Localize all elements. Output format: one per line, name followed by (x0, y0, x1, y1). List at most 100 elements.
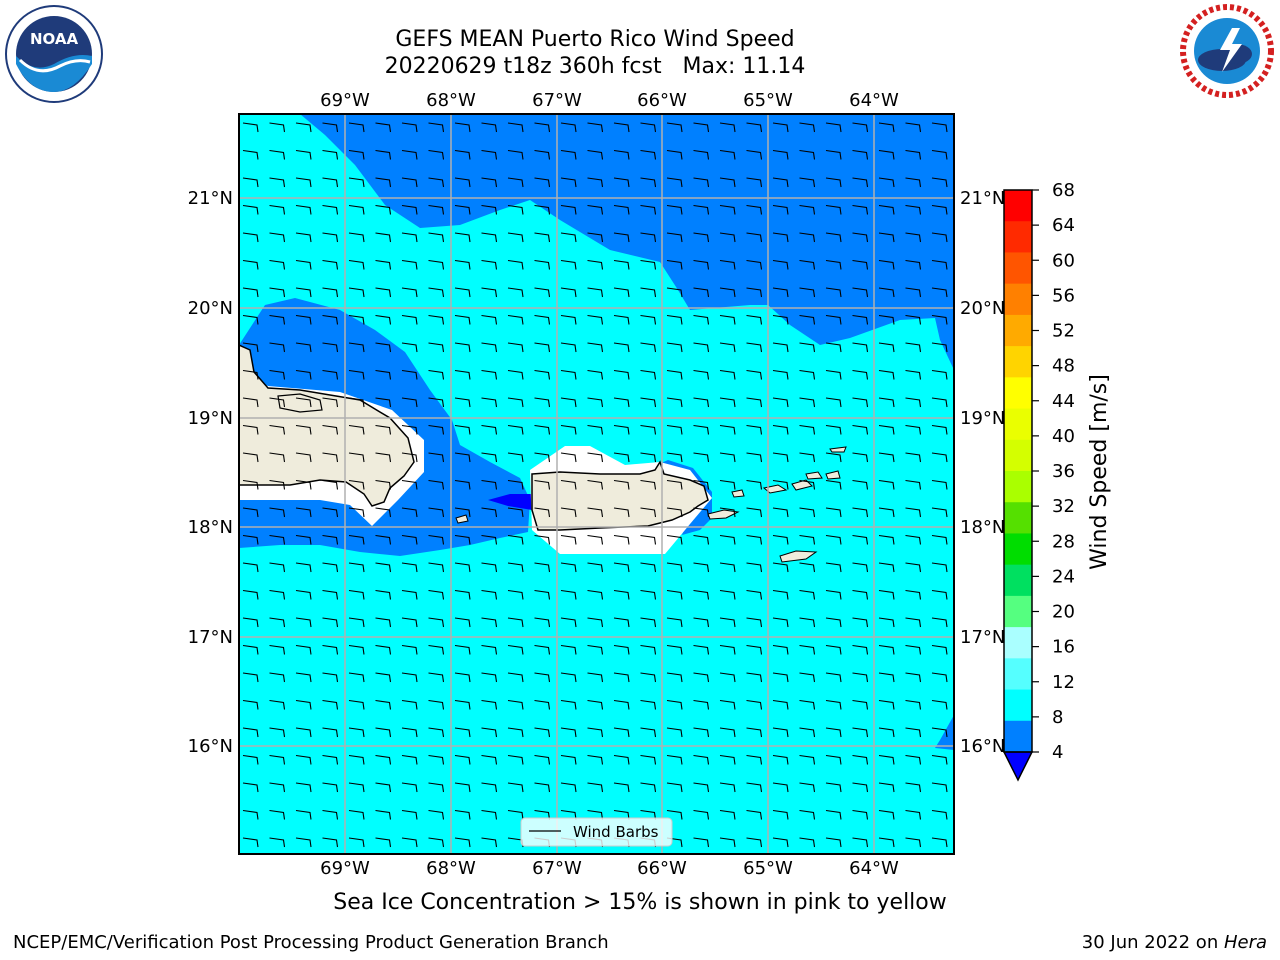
wind-barb-icon (799, 479, 816, 490)
wind-barb-icon (613, 479, 630, 490)
wind-barb-icon (534, 699, 551, 710)
wind-barb-icon (428, 424, 445, 435)
wind-barb-icon (693, 424, 710, 435)
wind-barb-icon (242, 314, 259, 325)
wind-barb-icon (269, 259, 286, 270)
wind-barb-icon (534, 809, 551, 820)
wind-barb-icon (242, 287, 259, 298)
wind-barb-icon (507, 507, 524, 518)
wind-barb-icon (905, 452, 922, 463)
wind-barb-icon (454, 479, 471, 490)
wind-barb-icon (613, 232, 630, 243)
wind-barb-icon (481, 232, 498, 243)
wind-barb-icon (481, 259, 498, 270)
wind-barb-icon (878, 369, 895, 380)
wind-barb-icon (799, 369, 816, 380)
wind-barb-icon (852, 149, 869, 160)
wind-barb-icon (746, 644, 763, 655)
wind-barb-icon (534, 177, 551, 188)
wind-barb-icon (666, 149, 683, 160)
wind-barb-icon (534, 122, 551, 133)
wind-barb-icon (799, 424, 816, 435)
wind-barb-icon (719, 479, 736, 490)
wind-barb-icon (242, 232, 259, 243)
wind-barb-icon (746, 727, 763, 738)
wind-barb-icon (454, 452, 471, 463)
wind-barb-icon (852, 589, 869, 600)
wind-barb-icon (295, 479, 312, 490)
wind-barb-icon (931, 562, 948, 573)
colorbar-tick-label: 24 (1052, 566, 1075, 587)
wind-barb-icon (905, 397, 922, 408)
lon-label-top: 69°W (320, 90, 370, 111)
wind-barb-icon (534, 644, 551, 655)
wind-barb-icon (428, 589, 445, 600)
wind-barb-icon (666, 204, 683, 215)
wind-barb-icon (613, 754, 630, 765)
lon-label-top: 65°W (743, 90, 793, 111)
colorbar-segment (1004, 595, 1032, 628)
map-area (239, 114, 954, 854)
wind-barb-icon (375, 479, 392, 490)
wind-barb-icon (905, 672, 922, 683)
colorbar-tick-label: 56 (1052, 285, 1075, 306)
wind-barb-icon (719, 397, 736, 408)
wind-barb-icon (799, 287, 816, 298)
colorbar-segment (1004, 408, 1032, 441)
wind-barb-icon (401, 177, 418, 188)
wind-barb-icon (825, 342, 842, 353)
wind-barb-icon (507, 644, 524, 655)
wind-barb-icon (534, 754, 551, 765)
wind-barb-icon (587, 177, 604, 188)
wind-barb-icon (534, 727, 551, 738)
wind-barb-icon (931, 699, 948, 710)
wind-barb-icon (322, 369, 339, 380)
wind-barb-icon (772, 122, 789, 133)
wind-barb-icon (295, 672, 312, 683)
wind-barb-icon (269, 562, 286, 573)
wind-barb-icon (269, 149, 286, 160)
wind-barb-icon (640, 589, 657, 600)
colorbar-tick-label: 36 (1052, 461, 1075, 482)
wind-barb-icon (560, 287, 577, 298)
wind-barb-icon (640, 672, 657, 683)
wind-barb-icon (746, 809, 763, 820)
wind-barb-icon (640, 314, 657, 325)
wind-barb-icon (878, 699, 895, 710)
colorbar (1002, 189, 1034, 782)
wind-barb-icon (401, 314, 418, 325)
wind-barb-icon (454, 837, 471, 848)
wind-barb-icon (693, 782, 710, 793)
wind-barb-icon (905, 617, 922, 628)
wind-barb-icon (481, 204, 498, 215)
wind-barb-icon (613, 122, 630, 133)
wind-barb-icon (719, 369, 736, 380)
wind-barb-icon (799, 699, 816, 710)
wind-barb-icon (481, 727, 498, 738)
wind-barb-icon (772, 507, 789, 518)
wind-barb-icon (799, 177, 816, 188)
wind-barb-icon (375, 204, 392, 215)
wind-barb-icon (507, 754, 524, 765)
wind-barb-icon (852, 809, 869, 820)
wind-barb-icon (295, 287, 312, 298)
wind-barb-icon (931, 204, 948, 215)
colorbar-segment (1004, 252, 1032, 285)
wind-barb-icon (825, 204, 842, 215)
colorbar-segment (1004, 221, 1032, 253)
wind-barb-icon (719, 177, 736, 188)
wind-barb-icon (613, 589, 630, 600)
wind-barb-icon (852, 672, 869, 683)
wind-barb-icon (269, 369, 286, 380)
wind-barb-icon (269, 342, 286, 353)
wind-barb-icon (401, 809, 418, 820)
wind-barb-icon (693, 232, 710, 243)
nws-logo-icon (1180, 4, 1274, 98)
wind-barb-icon (242, 397, 259, 408)
wind-barb-icon (931, 644, 948, 655)
wind-barb-icon (852, 727, 869, 738)
wind-barb-icon (428, 644, 445, 655)
wind-barb-icon (375, 397, 392, 408)
wind-barb-icon (693, 809, 710, 820)
wind-barb-icon (852, 754, 869, 765)
